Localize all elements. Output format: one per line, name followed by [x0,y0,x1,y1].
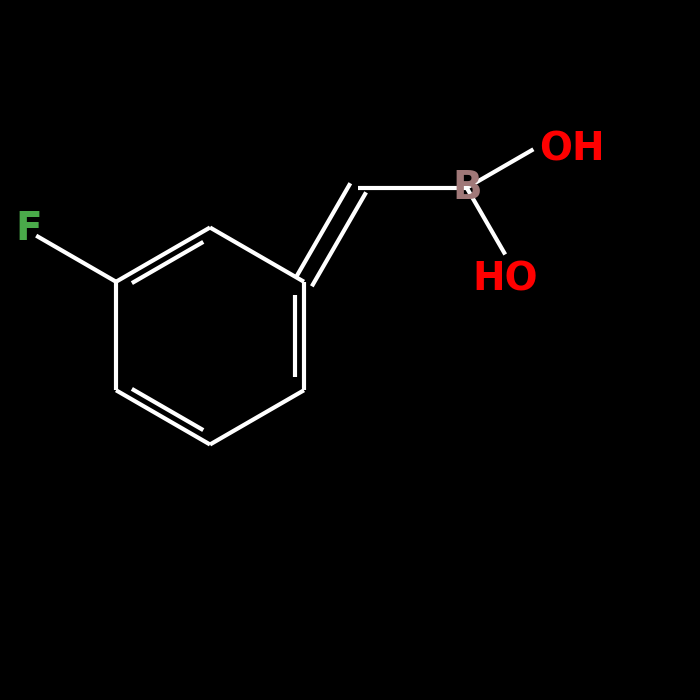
Text: F: F [16,209,43,248]
Text: OH: OH [539,130,605,168]
Text: HO: HO [473,260,538,298]
Text: B: B [452,169,482,206]
